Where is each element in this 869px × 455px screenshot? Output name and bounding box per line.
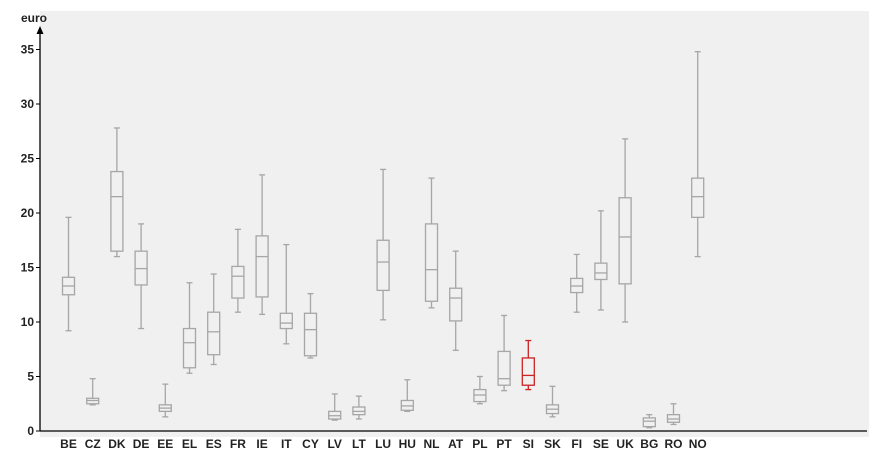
box-iqr	[618, 197, 632, 285]
box-sk	[545, 385, 560, 418]
box-el	[182, 282, 197, 374]
box-iqr	[279, 312, 293, 330]
category-label-it: IT	[281, 437, 292, 451]
box-pl	[473, 375, 487, 405]
y-tick-label: 15	[21, 261, 35, 275]
box-iqr	[691, 177, 705, 219]
category-label-hu: HU	[399, 437, 416, 451]
box-se	[594, 210, 608, 311]
category-label-pt: PT	[496, 437, 512, 451]
box-fi	[570, 253, 584, 313]
y-tick-label: 5	[27, 370, 34, 384]
category-label-cz: CZ	[85, 437, 101, 451]
category-label-fr: FR	[230, 437, 246, 451]
category-label-fi: FI	[571, 437, 582, 451]
category-label-ee: EE	[157, 437, 173, 451]
category-label-cy: CY	[302, 437, 319, 451]
category-label-dk: DK	[108, 437, 126, 451]
plot-background	[40, 11, 869, 437]
box-iqr	[255, 235, 269, 298]
box-dk	[110, 127, 124, 258]
box-uk	[618, 138, 632, 323]
box-no	[691, 51, 705, 258]
category-label-de: DE	[133, 437, 150, 451]
box-iqr	[449, 287, 463, 322]
category-label-bg: BG	[640, 437, 658, 451]
category-label-be: BE	[60, 437, 77, 451]
box-it	[279, 243, 293, 345]
category-label-lu: LU	[375, 437, 391, 451]
box-iqr	[594, 262, 608, 281]
box-es	[207, 273, 221, 366]
box-lu	[376, 168, 390, 321]
box-ee	[158, 383, 172, 418]
y-axis-unit-label: euro	[21, 11, 47, 25]
y-tick-label: 25	[21, 152, 35, 166]
box-iqr	[110, 170, 124, 252]
category-label-si: SI	[523, 437, 534, 451]
category-label-ie: IE	[256, 437, 267, 451]
category-label-at: AT	[448, 437, 464, 451]
category-label-se: SE	[593, 437, 609, 451]
box-iqr	[231, 265, 245, 299]
box-iqr	[497, 350, 511, 386]
y-tick-label: 35	[21, 43, 35, 57]
category-label-es: ES	[206, 437, 222, 451]
y-tick-label: 20	[21, 206, 35, 220]
y-tick-label: 0	[27, 424, 34, 438]
category-label-lt: LT	[352, 437, 366, 451]
box-ro	[666, 403, 681, 426]
category-label-ro: RO	[665, 437, 683, 451]
box-si	[521, 339, 535, 391]
box-cz	[86, 378, 100, 406]
box-iqr	[424, 223, 439, 302]
box-iqr	[303, 312, 318, 357]
box-iqr	[376, 239, 390, 292]
box-iqr	[207, 311, 221, 356]
y-tick-label: 30	[21, 97, 35, 111]
category-label-nl: NL	[424, 437, 440, 451]
y-tick-label: 10	[21, 315, 35, 329]
box-at	[449, 250, 463, 351]
y-axis: 0 5 10 15 20 25 30 35	[21, 26, 44, 438]
box-bg	[642, 413, 656, 429]
box-pt	[497, 314, 511, 392]
box-nl	[424, 177, 439, 309]
box-iqr	[182, 327, 197, 369]
category-label-lv: LV	[327, 437, 341, 451]
x-axis: BE CZ DK DE EE EL ES FR IE IT CY LV LT LU HU NL AT PL PT SI…	[40, 430, 867, 451]
box-lv	[328, 393, 342, 421]
box-fr	[231, 228, 245, 313]
box-iqr	[642, 417, 656, 428]
box-be	[61, 216, 76, 332]
category-label-el: EL	[182, 437, 197, 451]
boxes	[61, 51, 705, 429]
box-iqr	[521, 357, 535, 386]
category-label-sk: SK	[544, 437, 561, 451]
box-cy	[303, 293, 318, 359]
category-label-no: NO	[689, 437, 707, 451]
category-label-pl: PL	[472, 437, 487, 451]
y-axis-arrow	[36, 26, 44, 34]
box-lt	[352, 395, 366, 420]
box-de	[134, 223, 148, 330]
box-hu	[400, 379, 414, 413]
box-ie	[255, 174, 269, 316]
category-label-uk: UK	[616, 437, 634, 451]
